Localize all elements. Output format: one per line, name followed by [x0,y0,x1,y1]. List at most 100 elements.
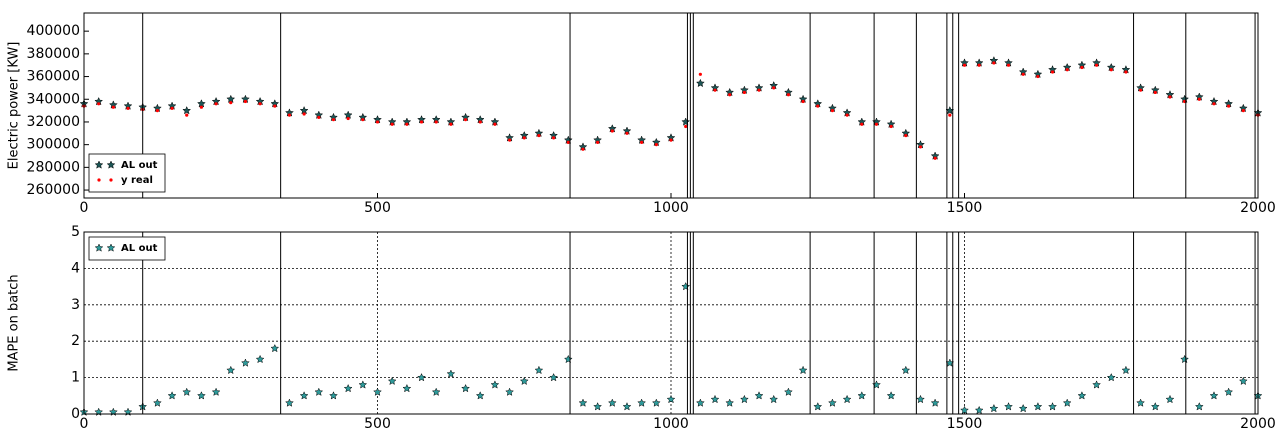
point [1006,63,1011,67]
point [610,129,614,133]
point [904,133,908,138]
point [842,394,852,404]
y-tick-label: 300000 [27,137,80,153]
y-tick-label: 320000 [27,114,80,130]
point [1227,104,1231,108]
point [977,63,981,67]
point [402,383,412,393]
point [1080,65,1084,70]
point [1048,402,1058,411]
point [1194,402,1204,411]
point [537,133,541,138]
point [373,387,382,396]
y-tick-label: 3 [71,297,80,313]
point [270,343,280,353]
point [214,102,218,106]
point [317,115,321,120]
point [167,391,177,400]
point [314,387,324,396]
point [1212,102,1216,106]
point [578,398,588,407]
x-tick-label: 0 [80,416,89,432]
point [757,88,761,92]
y-tick-label: 4 [71,260,80,276]
point [1021,72,1025,76]
point [284,398,294,407]
plot-area [84,13,1258,198]
point [240,358,250,367]
legend-label: AL out [121,160,158,171]
point [1036,74,1040,79]
point [974,405,984,415]
point [1109,68,1113,72]
point [199,105,203,109]
legend-marker [97,178,101,182]
point [1092,380,1102,389]
x-tick-label: 2000 [1240,200,1276,216]
plot-frame [83,12,1259,199]
point [992,61,996,65]
point [111,105,115,109]
point [798,365,808,375]
x-tick-label: 1000 [653,416,689,432]
point [684,124,688,129]
legend-box [88,236,166,261]
point [182,387,192,396]
point [918,145,923,149]
point [813,402,823,411]
point [461,383,471,393]
legend-label: y real [121,175,153,186]
point [860,122,864,126]
point [901,365,911,375]
x-tick-label: 1500 [947,416,983,432]
y-tick-label: 5 [71,224,80,240]
y-tick-label: 2 [71,333,80,349]
point [197,391,206,400]
point [273,104,277,108]
x-tick-label: 1500 [947,200,983,216]
point [783,387,793,396]
point [331,118,336,122]
point [287,113,292,117]
point [801,99,805,104]
point [299,105,309,115]
point [916,394,925,404]
point [695,78,705,88]
point [566,140,570,144]
point [1018,403,1028,413]
point [857,391,867,400]
point [695,398,705,407]
point [637,398,647,407]
point [772,86,776,90]
y-tick-label: 400000 [27,23,80,39]
legend-label: AL out [121,243,158,254]
point [886,391,896,400]
point [434,120,438,124]
point [889,124,893,129]
point [405,122,409,126]
point [651,398,661,407]
point [243,99,248,104]
point [1224,387,1234,396]
plot-area [84,232,1258,414]
point [1062,398,1072,407]
plot-frame [83,231,1259,415]
point [710,394,720,404]
x-tick-label: 500 [364,416,391,432]
point [1033,402,1043,411]
point [475,391,485,400]
point [155,109,159,113]
point [126,106,130,110]
point [581,147,585,151]
point [1150,402,1160,411]
point [1106,372,1116,382]
point [1124,70,1128,74]
y-tick-label: 380000 [27,46,80,62]
point [1197,97,1201,101]
point [258,102,262,106]
point [226,365,236,375]
point [669,138,673,142]
point [522,136,526,140]
point [375,120,380,124]
y-tick-label: 1 [71,370,80,386]
